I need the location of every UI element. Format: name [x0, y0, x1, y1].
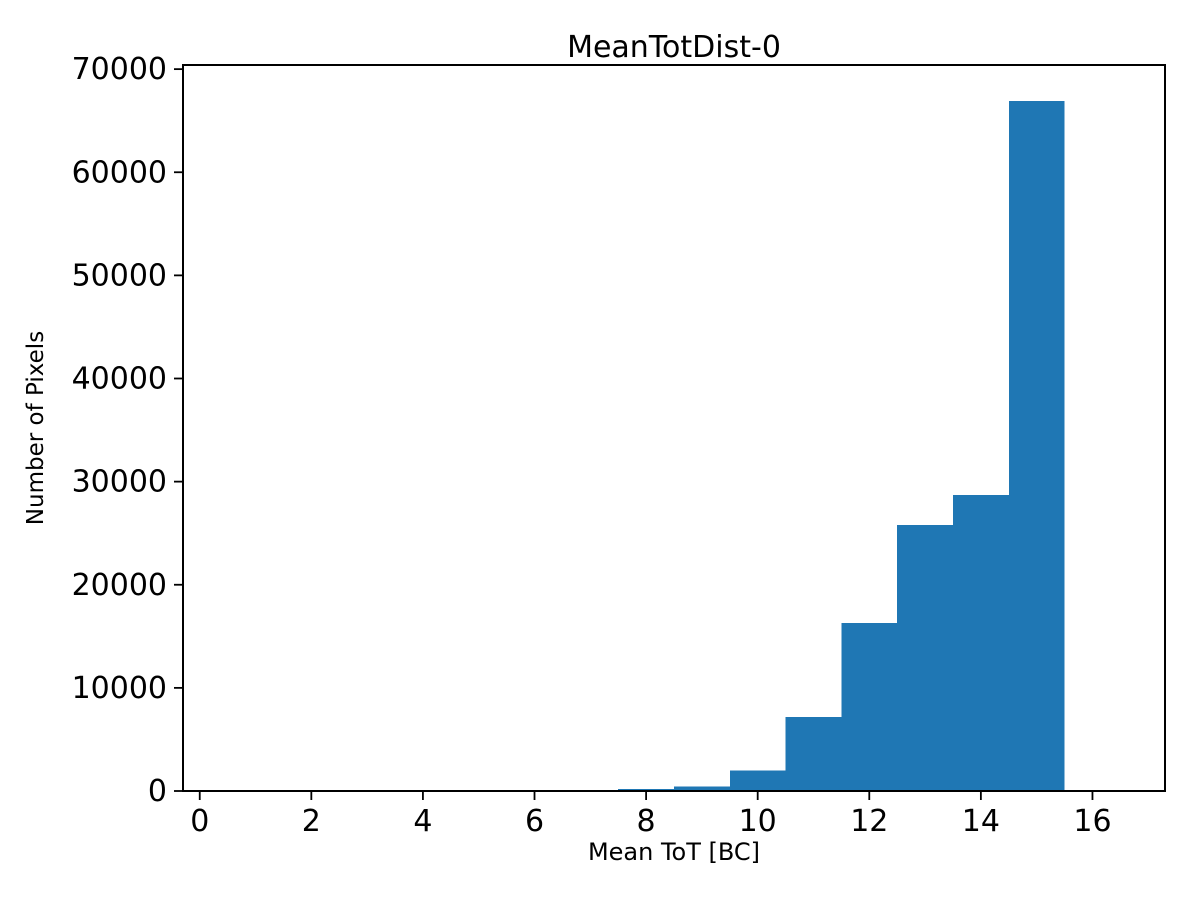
y-axis-label: Number of Pixels [23, 330, 49, 526]
histogram-bar [729, 770, 786, 791]
x-tick-label: 16 [1073, 804, 1111, 839]
histogram-bar [841, 622, 898, 791]
x-tick-label: 8 [637, 804, 656, 839]
x-tick-label: 4 [413, 804, 432, 839]
y-tick-label: 60000 [72, 155, 167, 190]
x-tick-label: 10 [739, 804, 777, 839]
y-tick-label: 10000 [72, 671, 167, 706]
histogram-bar [1008, 101, 1065, 792]
x-tick-label: 12 [850, 804, 888, 839]
axes-spines [182, 64, 1166, 792]
y-tick-label: 40000 [72, 362, 167, 397]
histogram-bar [674, 786, 730, 791]
histogram-bar [618, 788, 674, 791]
y-tick-label: 20000 [72, 568, 167, 603]
y-tick-label: 0 [148, 774, 167, 809]
y-tick-label: 70000 [72, 52, 167, 87]
x-axis-label: Mean ToT [BC] [587, 838, 761, 866]
y-tick-label: 50000 [72, 258, 167, 293]
x-tick-label: 6 [525, 804, 544, 839]
y-tick-label: 30000 [72, 465, 167, 500]
histogram-bar [897, 524, 953, 791]
histogram-bar [953, 495, 1009, 791]
x-tick-label: 14 [962, 804, 1000, 839]
chart-title: MeanTotDist-0 [567, 30, 781, 65]
x-tick-label: 0 [190, 804, 209, 839]
x-tick-label: 2 [302, 804, 321, 839]
histogram-bar [785, 716, 842, 792]
